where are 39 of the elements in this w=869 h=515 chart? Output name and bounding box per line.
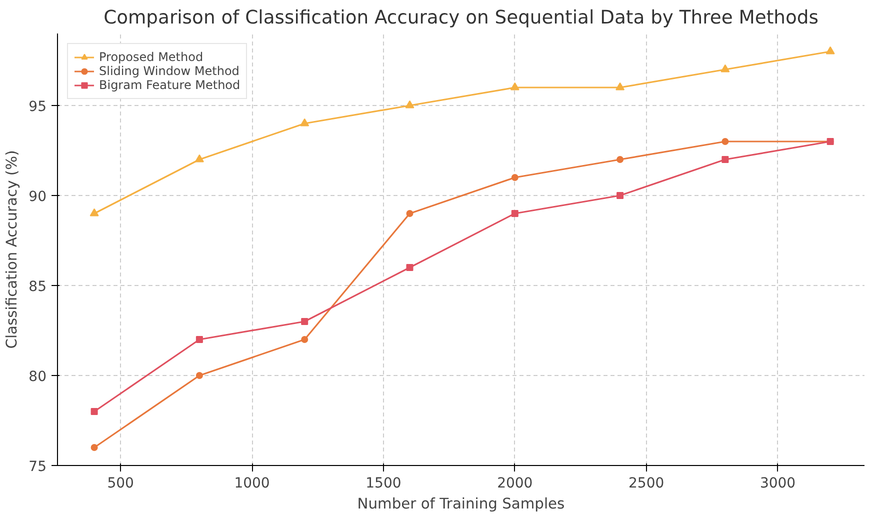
y-axis-title: Classification Accuracy (%) bbox=[4, 150, 21, 349]
point bbox=[405, 100, 414, 108]
point bbox=[300, 118, 310, 126]
point bbox=[90, 208, 99, 216]
point bbox=[196, 336, 203, 343]
point bbox=[196, 372, 203, 379]
x-tick-label: 500 bbox=[107, 476, 134, 492]
point bbox=[510, 82, 520, 90]
point bbox=[722, 156, 729, 163]
point bbox=[301, 336, 308, 343]
x-tick-label: 2000 bbox=[497, 476, 533, 492]
point bbox=[722, 138, 729, 145]
point bbox=[616, 192, 624, 199]
point bbox=[301, 318, 308, 325]
x-tick-label: 3000 bbox=[760, 476, 796, 492]
y-tick-label: 85 bbox=[28, 279, 47, 295]
point bbox=[616, 156, 624, 163]
point bbox=[616, 82, 625, 90]
point bbox=[720, 64, 730, 72]
point bbox=[511, 174, 518, 181]
point bbox=[194, 154, 204, 162]
y-tick-label: 80 bbox=[28, 369, 47, 385]
y-tick-label: 75 bbox=[28, 459, 47, 475]
legend-label: Proposed Method bbox=[99, 50, 204, 64]
point bbox=[406, 210, 414, 217]
x-tick-label: 1000 bbox=[234, 476, 270, 492]
point bbox=[90, 408, 98, 415]
point bbox=[406, 264, 414, 271]
x-tick-label: 2500 bbox=[628, 476, 664, 492]
legend-label: Bigram Feature Method bbox=[99, 78, 240, 92]
x-axis-title: Number of Training Samples bbox=[357, 496, 565, 512]
point bbox=[826, 46, 835, 54]
y-tick-label: 90 bbox=[28, 189, 47, 205]
x-tick-label: 1500 bbox=[366, 476, 402, 492]
legend-label: Sliding Window Method bbox=[99, 64, 240, 78]
point bbox=[511, 210, 518, 217]
point bbox=[90, 444, 98, 451]
chart-title: Comparison of Classification Accuracy on Sequential Data by Three Methods bbox=[104, 8, 818, 28]
y-tick-label: 95 bbox=[28, 99, 47, 115]
